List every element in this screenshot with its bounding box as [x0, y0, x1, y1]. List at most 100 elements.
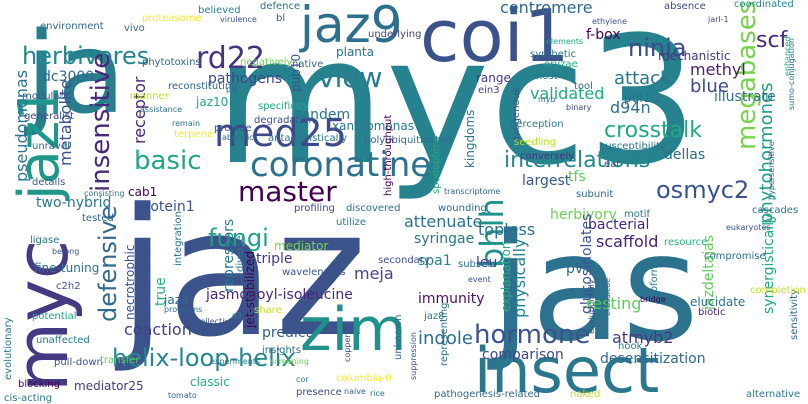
- word-conversely: conversely: [520, 151, 575, 162]
- word-pathogenesis-related: pathogenesis-related: [434, 389, 541, 400]
- word-biotic: biotic: [698, 307, 726, 318]
- word-unravel: unravel: [32, 141, 70, 152]
- word-terpene: terpene: [174, 129, 214, 140]
- word-mediator: mediator: [274, 239, 329, 253]
- word-bridge: bridge: [640, 295, 666, 304]
- word-screening: screening: [270, 357, 309, 366]
- word-reconstituting: reconstituting: [168, 81, 238, 92]
- word-topless: topless: [478, 220, 536, 239]
- word-pst: pst: [226, 85, 239, 94]
- word-presence: presence: [296, 387, 342, 398]
- word-physically: physically: [510, 238, 529, 318]
- word-columbia-0: columbia-0: [336, 373, 392, 384]
- word-exogenous: exogenous: [511, 87, 522, 142]
- word-evolutionary: evolutionary: [3, 317, 14, 380]
- word-elucidate: elucidate: [690, 295, 746, 309]
- word-comparison: comparison: [482, 347, 564, 363]
- word-blue: blue: [690, 76, 729, 97]
- word-degradation: degradation: [254, 115, 315, 126]
- word-proteasome: proteasome: [142, 13, 202, 24]
- word-jaz10: jaz10: [196, 95, 229, 109]
- word-pdf1.2: pdf1.2: [624, 91, 663, 105]
- word-unknown: unknown: [393, 314, 404, 360]
- word-jaz: jaz: [118, 171, 368, 376]
- word-collectively: collectively: [196, 317, 242, 326]
- word-desensitization: desensitization: [600, 351, 706, 367]
- word-representing: representing: [439, 302, 450, 366]
- word-eukaryotes: eukaryotes: [726, 223, 771, 232]
- word-protein1: protein1: [136, 199, 195, 215]
- word-jaz8: jaz8: [424, 311, 445, 322]
- word-oryzae: oryzae: [544, 59, 578, 70]
- word-pv: pv: [566, 261, 584, 277]
- word-attenuate: attenuate: [404, 212, 483, 231]
- word-spodoptera: spodoptera: [431, 137, 442, 194]
- word-d94n: d94n: [610, 98, 651, 117]
- word-cor: cor: [296, 375, 309, 384]
- word-defence: defence: [260, 1, 301, 12]
- word-specificity: specificity: [258, 101, 309, 112]
- word-insights: insights: [262, 345, 301, 356]
- word-f-box: f-box: [586, 27, 621, 43]
- word-ligase: ligase: [30, 235, 60, 246]
- word-consisting: consisting: [84, 189, 125, 198]
- word-brassicae: brassicae: [603, 277, 612, 316]
- word-jarl-1: jarl-1: [708, 15, 729, 24]
- word-med25: med25: [214, 111, 347, 155]
- word-believed: believed: [198, 5, 241, 16]
- word-mediator25: mediator25: [74, 379, 144, 393]
- word-coaction: coaction: [124, 320, 192, 339]
- word-subsets: subsets: [458, 259, 497, 270]
- word-repressors: repressors: [221, 218, 237, 292]
- word-necrotrophic: necrotrophic: [123, 244, 137, 320]
- word-e3: e3: [232, 311, 243, 320]
- word-secondary: secondary: [378, 255, 430, 266]
- word-myc3: myc3: [214, 0, 699, 204]
- word-planta: planta: [336, 45, 374, 59]
- word-pseudomonas: pseudomonas: [12, 69, 31, 182]
- word-coordinated: coordinated: [734, 0, 794, 10]
- word-elements: elements: [546, 37, 584, 46]
- word-modulate: modulate: [22, 91, 70, 102]
- word-enhanced: enhanced: [783, 36, 792, 76]
- word-discovered: discovered: [346, 203, 401, 214]
- word-ninja: ninja: [628, 34, 687, 62]
- word-ethylene: ethylene: [592, 17, 627, 26]
- word-helix-loop-helix: helix-loop-helix: [112, 344, 296, 372]
- word-polyubiquitinated: polyubiquitinated: [364, 135, 452, 146]
- word-view: view: [318, 61, 383, 94]
- word-event: event: [468, 275, 491, 284]
- word-herbivores: herbivores: [22, 42, 150, 70]
- word-scf: scf: [756, 28, 788, 53]
- word-myb: myb: [538, 95, 556, 104]
- word-compromise: compromise: [704, 251, 766, 262]
- word-perception: perception: [510, 119, 564, 130]
- word-syringae: syringae: [414, 231, 475, 247]
- word-master: master: [238, 175, 337, 208]
- word-crosstalk: crosstalk: [604, 118, 703, 143]
- word-completion: completion: [750, 285, 806, 296]
- word-tomato: tomato: [168, 391, 197, 400]
- word-copper: copper: [343, 334, 352, 362]
- word-pathogens: pathogens: [208, 71, 283, 87]
- word-predict: predict: [262, 325, 311, 341]
- word-meja: meja: [354, 264, 394, 283]
- word-insect: insect: [474, 334, 660, 404]
- word-scaffold: scaffold: [596, 232, 659, 251]
- word-experiments: experiments: [210, 357, 261, 366]
- word-wounding: wounding: [438, 203, 487, 214]
- word-triple: triple: [256, 251, 293, 267]
- word-suppression: suppression: [409, 332, 418, 380]
- word-fungi: fungi: [208, 224, 269, 252]
- word-sensitivity: sensitivity: [789, 289, 800, 340]
- word-spa1: spa1: [418, 253, 452, 269]
- word-diverse: diverse: [235, 235, 246, 272]
- word-xanthomonas: xanthomonas: [332, 119, 414, 133]
- word-abscisic: abscisic: [222, 133, 254, 142]
- word-jaz3: jaz3: [164, 293, 189, 307]
- word-profiling: profiling: [294, 203, 335, 214]
- word-coronatine: coronatine: [250, 145, 432, 185]
- word-fine-tuning: fine-tuning: [34, 261, 100, 275]
- word-seedling: seedling: [514, 137, 557, 148]
